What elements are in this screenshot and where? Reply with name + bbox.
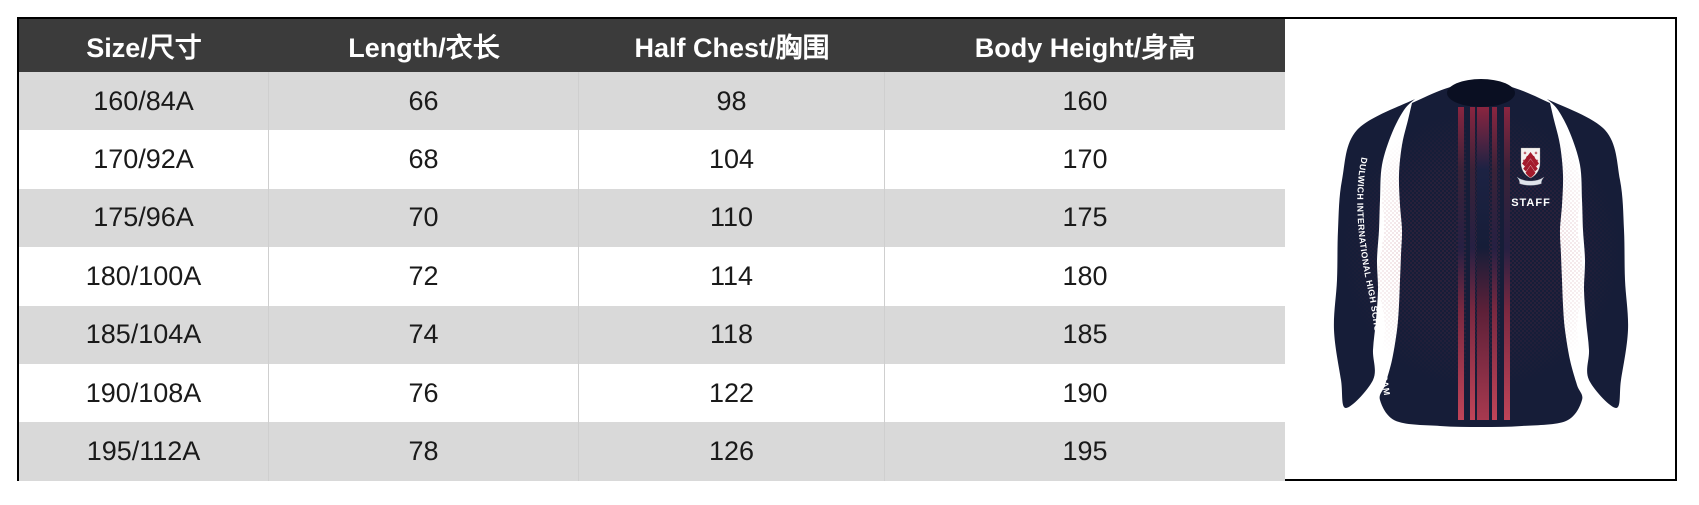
svg-text:STAFF: STAFF [1511, 197, 1551, 209]
